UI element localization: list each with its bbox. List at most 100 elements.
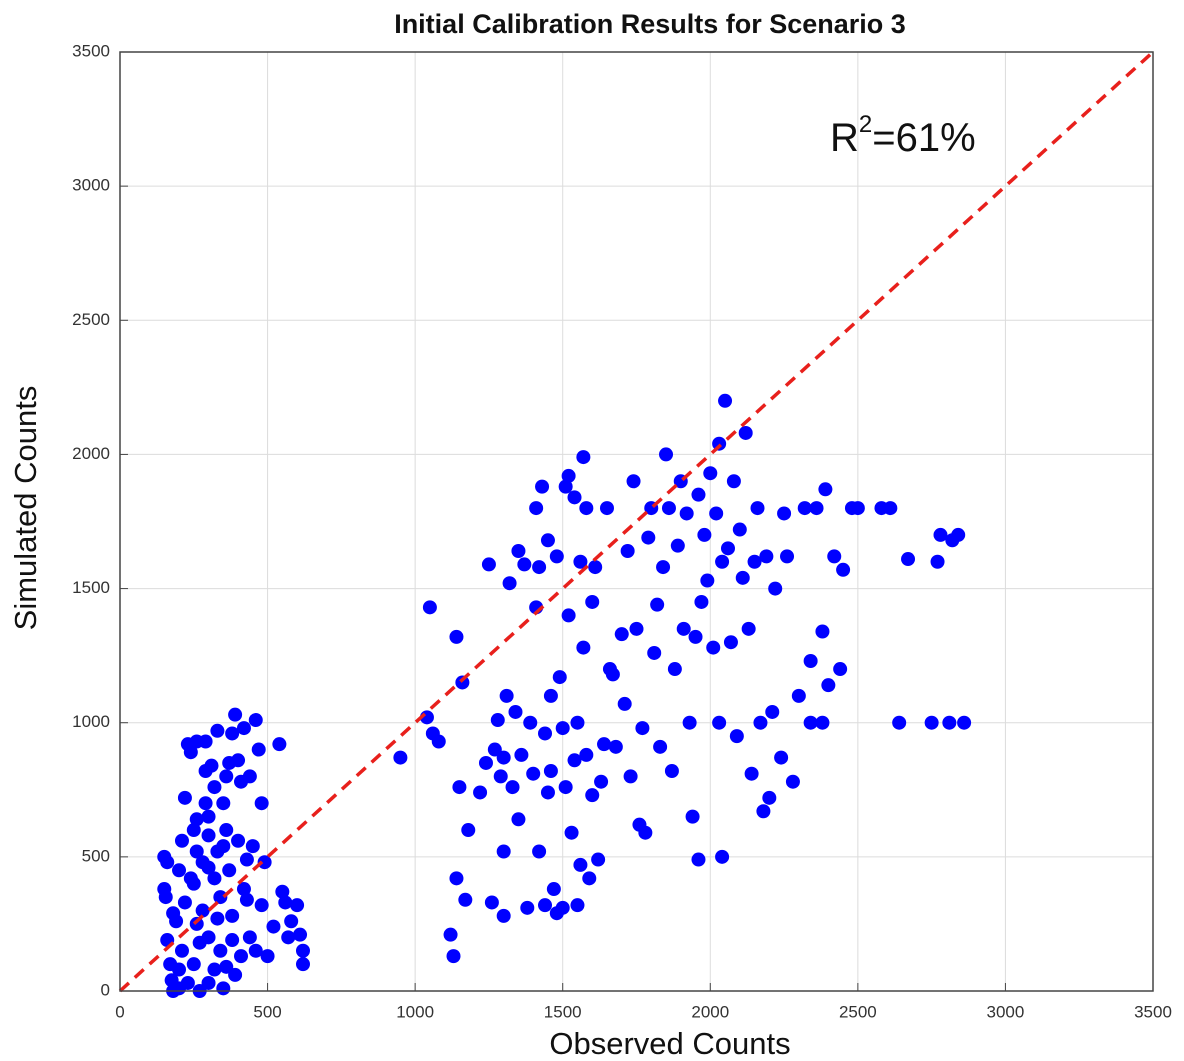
scatter-point: [183, 745, 198, 760]
scatter-point: [236, 721, 251, 736]
scatter-point: [210, 911, 225, 926]
scatter-point: [443, 927, 458, 942]
scatter-point: [555, 721, 570, 736]
scatter-point: [791, 688, 806, 703]
scatter-point: [487, 742, 502, 757]
scatter-point: [538, 726, 553, 741]
scatter-point: [892, 715, 907, 730]
x-tick-label: 3000: [987, 1002, 1025, 1021]
scatter-point: [526, 766, 541, 781]
scatter-point: [201, 860, 216, 875]
scatter-point: [496, 844, 511, 859]
scatter-point: [836, 562, 851, 577]
scatter-point: [222, 863, 237, 878]
scatter-point: [295, 957, 310, 972]
scatter-point: [697, 527, 712, 542]
scatter-point: [393, 750, 408, 765]
scatter-point: [614, 627, 629, 642]
scatter-point: [219, 823, 234, 838]
scatter-point: [295, 943, 310, 958]
scatter-point: [201, 828, 216, 843]
scatter-point: [797, 501, 812, 516]
scatter-point: [239, 892, 254, 907]
scatter-point: [213, 943, 228, 958]
scatter-point: [213, 890, 228, 905]
y-tick-label: 500: [82, 846, 110, 865]
scatter-point: [540, 533, 555, 548]
scatter-point: [172, 962, 187, 977]
scatter-point: [747, 554, 762, 569]
scatter-point: [741, 621, 756, 636]
scatter-point: [284, 914, 299, 929]
scatter-point: [726, 474, 741, 489]
scatter-point: [514, 747, 529, 762]
scatter-point: [744, 766, 759, 781]
scatter-point: [225, 726, 240, 741]
scatter-point: [245, 839, 260, 854]
scatter-point: [257, 855, 272, 870]
scatter-point: [201, 975, 216, 990]
y-tick-label: 2500: [72, 310, 110, 329]
scatter-point: [735, 570, 750, 585]
scatter-point: [174, 943, 189, 958]
scatter-point: [204, 758, 219, 773]
scatter-point: [930, 554, 945, 569]
scatter-point: [172, 863, 187, 878]
scatter-point: [635, 721, 650, 736]
scatter-point: [505, 780, 520, 795]
annotation-text: =61%: [872, 116, 975, 160]
scatter-point: [511, 812, 526, 827]
scatter-point: [924, 715, 939, 730]
scatter-point: [573, 554, 588, 569]
scatter-point: [183, 871, 198, 886]
scatter-point: [177, 895, 192, 910]
reference-line: [118, 50, 1155, 993]
scatter-point: [549, 549, 564, 564]
scatter-point: [174, 833, 189, 848]
scatter-point: [278, 895, 293, 910]
scatter-point: [821, 678, 836, 693]
scatter-point: [502, 576, 517, 591]
scatter-point: [160, 855, 175, 870]
scatter-point: [195, 903, 210, 918]
scatter-point: [942, 715, 957, 730]
plot-frame: [119, 51, 1154, 992]
scatter-point: [785, 774, 800, 789]
scatter-point: [815, 715, 830, 730]
scatter-point: [667, 662, 682, 677]
scatter-point: [558, 479, 573, 494]
scatter-point: [216, 796, 231, 811]
scatter-point: [266, 919, 281, 934]
scatter-point: [709, 506, 724, 521]
y-tick-label: 3000: [72, 176, 110, 195]
scatter-point: [207, 962, 222, 977]
scatter-point: [546, 882, 561, 897]
scatter-point: [564, 825, 579, 840]
scatter-point: [496, 908, 511, 923]
scatter-point: [599, 501, 614, 516]
scatter-point: [538, 898, 553, 913]
scatter-point: [750, 501, 765, 516]
scatter-point: [694, 594, 709, 609]
scatter-point: [201, 809, 216, 824]
scatter-point: [260, 949, 275, 964]
y-tick-label: 2000: [72, 444, 110, 463]
scatter-point: [449, 871, 464, 886]
scatter-point: [290, 898, 305, 913]
y-axis-label: Simulated Counts: [8, 386, 43, 631]
scatter-point: [207, 780, 222, 795]
scatter-point: [552, 670, 567, 685]
scatter-point: [422, 600, 437, 615]
scatter-point: [706, 640, 721, 655]
scatter-point: [251, 742, 266, 757]
scatter-point: [700, 573, 715, 588]
scatter-point: [236, 882, 251, 897]
scatter-point: [219, 769, 234, 784]
scatter-point: [803, 654, 818, 669]
x-tick-label: 500: [253, 1002, 281, 1021]
scatter-point: [558, 780, 573, 795]
scatter-point: [180, 975, 195, 990]
scatter-point: [803, 715, 818, 730]
scatter-point: [254, 898, 269, 913]
